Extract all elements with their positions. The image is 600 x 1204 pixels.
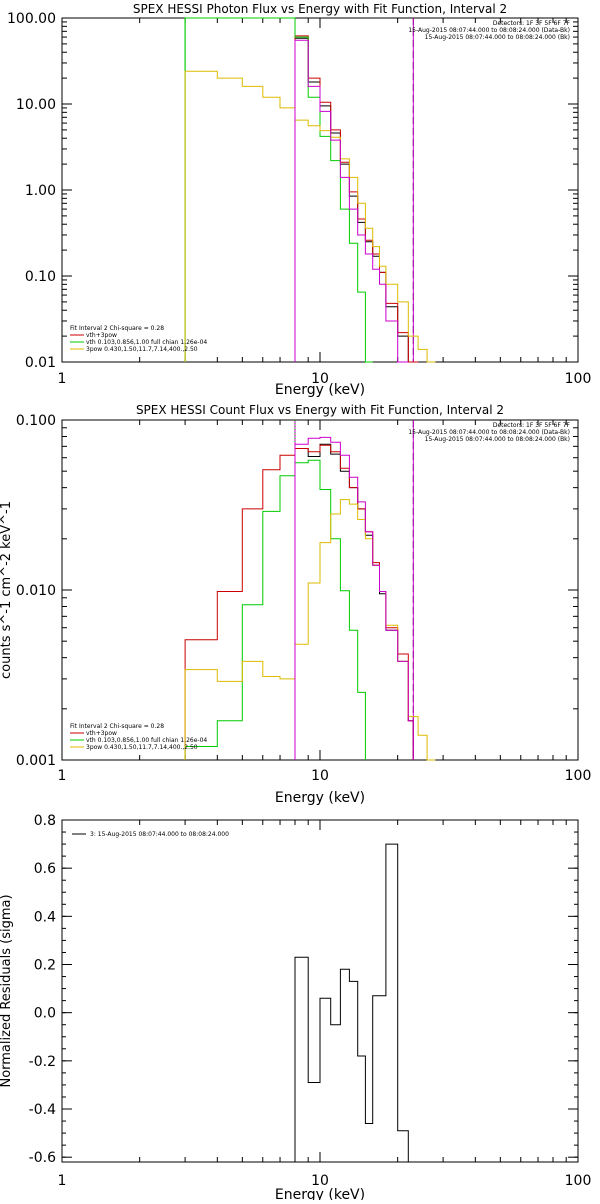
y-tick-label: -0.6	[29, 1150, 56, 1166]
series-step-line	[294, 843, 409, 1162]
y-tick-label: -0.4	[29, 1102, 56, 1118]
series-2	[294, 35, 419, 363]
x-tick-label: 100	[565, 1173, 592, 1189]
y-tick-label: 0.10	[25, 269, 56, 285]
fit-legend-header: Fit Interval 2 Chi-square = 0.28	[70, 325, 164, 332]
info-line: 15-Aug-2015 08:07:44.000 to 08:08:24.000…	[425, 436, 570, 443]
y-tick-label: 0.0	[34, 1006, 56, 1022]
series-step-line	[294, 436, 414, 760]
plot-frame-1	[61, 17, 579, 363]
y-tick-label: 1.00	[25, 183, 56, 199]
fit-legend-entry: vth 0.103,0.856,1.00 full chian 1.26e-04	[86, 339, 207, 346]
x-tick-label: 1	[58, 371, 67, 387]
y-tick-label: 0.6	[34, 861, 56, 877]
series-3	[184, 459, 366, 760]
info-line: Detectors: 1F 3F 5F 6F 7F	[493, 20, 571, 27]
x-axis-label: Energy (keV)	[275, 790, 365, 806]
chart-title: SPEX HESSI Photon Flux vs Energy with Fi…	[133, 2, 507, 16]
info-line: 15-Aug-2015 08:07:44.000 to 08:08:24.000…	[408, 27, 570, 34]
x-tick-label: 100	[565, 768, 592, 784]
y-axis-label: counts s^-1 cm^-2 keV^-1	[0, 501, 14, 679]
fit-legend-entry: vth+3pow	[86, 730, 117, 737]
info-line: 15-Aug-2015 08:07:44.000 to 08:08:24.000…	[425, 34, 570, 41]
x-axis-label: Energy (keV)	[275, 382, 365, 398]
y-tick-label: 0.001	[16, 753, 56, 769]
x-tick-label: 10	[311, 768, 329, 784]
y-axis-label: Normalized Residuals (sigma)	[0, 894, 14, 1087]
series-step-line	[294, 39, 409, 363]
fit-legend-entry: 3pow 0.430,1.50,11.7,7.14,400.,2.50	[86, 346, 198, 353]
fit-legend-entry: vth+3pow	[86, 332, 117, 339]
y-tick-label: 100.00	[7, 11, 56, 27]
y-tick-label: 0.01	[25, 355, 56, 371]
x-tick-label: 10	[311, 371, 329, 387]
series-3	[184, 17, 373, 363]
y-tick-label: -0.2	[29, 1054, 56, 1070]
x-tick-label: 1	[58, 768, 67, 784]
fit-legend-entry: 3pow 0.430,1.50,11.7,7.14,400.,2.50	[86, 744, 198, 751]
fit-legend-entry: vth 0.103,0.856,1.00 full chian 1.26e-04	[86, 737, 207, 744]
series-5	[294, 39, 409, 363]
y-tick-label: 0.2	[34, 958, 56, 974]
fit-legend-header: Fit Interval 2 Chi-square = 0.28	[70, 723, 164, 730]
y-tick-label: 0.4	[34, 909, 56, 925]
series-step-line	[184, 70, 436, 363]
series-step-line	[294, 443, 414, 760]
series-step-line	[184, 17, 373, 363]
series-step-line	[184, 459, 366, 760]
x-axis-label: Energy (keV)	[275, 1187, 365, 1200]
series-2	[184, 444, 414, 760]
x-tick-label: 10	[311, 1173, 329, 1189]
x-tick-label: 1	[58, 1173, 67, 1189]
info-line: Detectors: 1F 3F 5F 6F 7F	[493, 422, 571, 429]
chart-title: SPEX HESSI Count Flux vs Energy with Fit…	[136, 403, 504, 417]
series-step-line	[184, 444, 414, 760]
info-line: 15-Aug-2015 08:07:44.000 to 08:08:24.000…	[408, 429, 570, 436]
plot-frame-3	[61, 819, 579, 1163]
y-tick-label: 0.100	[16, 413, 56, 429]
series-1	[294, 443, 414, 760]
y-tick-label: 10.00	[16, 97, 56, 113]
series-step-line	[294, 35, 419, 363]
x-tick-label: 100	[565, 371, 592, 387]
series-4	[184, 70, 436, 363]
y-tick-label: 0.8	[34, 813, 56, 829]
series-1	[294, 843, 409, 1162]
series-5	[294, 436, 414, 760]
y-tick-label: 0.010	[16, 583, 56, 599]
legend-entry: 3: 15-Aug-2015 08:07:44.000 to 08:08:24.…	[90, 831, 229, 838]
